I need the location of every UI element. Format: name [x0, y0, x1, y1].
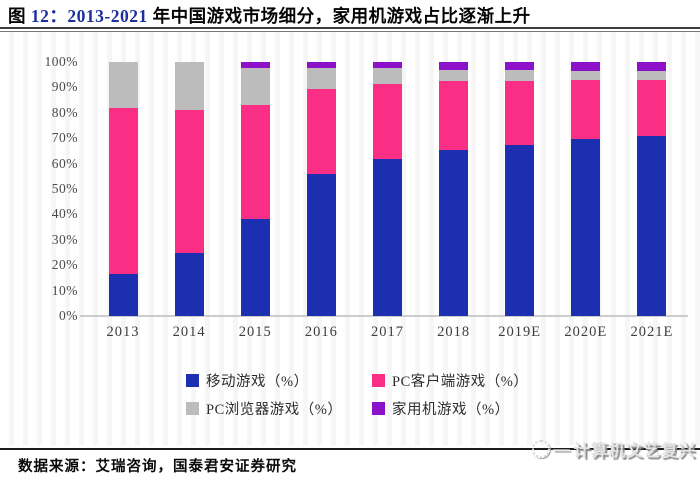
footer-divider-line: [0, 448, 700, 450]
bar-segment: [637, 70, 667, 80]
bar-column-2021E: [637, 62, 667, 316]
figure-title-number-range: 12：2013-2021: [30, 6, 153, 26]
bar-segment: [108, 107, 138, 275]
x-tick-label: 2015: [238, 324, 272, 340]
y-tick-label: 30%: [51, 231, 78, 247]
bar-segment: [306, 62, 336, 69]
bar-column-2015: [240, 62, 270, 316]
x-tick-label: 2018: [437, 324, 471, 340]
legend-swatch-icon: [372, 374, 385, 387]
legend-label: 移动游戏（%）: [206, 374, 309, 390]
bar-segment: [372, 68, 402, 84]
bar-segment: [372, 83, 402, 159]
chart-legend: 移动游戏（%） PC客户端游戏（%） PC浏览器游戏（%） 家用机游戏（%）: [186, 370, 528, 419]
bar-segment: [439, 81, 469, 150]
bar-segment: [571, 70, 601, 80]
bar-segment: [505, 62, 535, 70]
bar-segment: [571, 139, 601, 316]
y-tick-label: 0%: [59, 308, 78, 323]
bar-segment: [439, 149, 469, 316]
y-tick-label: 20%: [51, 257, 78, 273]
bar-segment: [240, 219, 270, 316]
y-tick-label: 10%: [51, 282, 78, 298]
bar-segment: [505, 69, 535, 82]
bar-segment: [439, 69, 469, 82]
x-tick-label: 2020E: [564, 324, 608, 340]
bar-segment: [637, 79, 667, 136]
bar-segment: [174, 62, 204, 111]
bar-column-2020E: [571, 62, 601, 316]
y-tick-label: 40%: [51, 206, 78, 222]
bar-column-2019E: [505, 62, 535, 316]
bar-segment: [637, 62, 667, 71]
y-tick-label: 60%: [51, 155, 78, 171]
bar-segment: [240, 105, 270, 220]
watermark-logo-icon: [532, 440, 550, 458]
bar-segment: [306, 68, 336, 89]
bar-segment: [637, 135, 667, 316]
y-tick-label: 90%: [51, 79, 78, 95]
x-tick-label: 2013: [106, 324, 140, 340]
bar-column-2016: [306, 62, 336, 316]
x-tick-label: 2014: [172, 324, 206, 340]
bar-segment: [306, 173, 336, 316]
bar-segment: [174, 110, 204, 253]
figure-title-text: 年中国游戏市场细分，家用机游戏占比逐渐上升: [152, 6, 531, 26]
bar-segment: [505, 81, 535, 145]
legend-swatch-icon: [186, 402, 199, 415]
bar-segment: [108, 274, 138, 316]
bar-segment: [306, 88, 336, 174]
bar-segment: [571, 79, 601, 140]
figure-title-label: 图: [8, 6, 31, 26]
legend-label: PC客户端游戏（%）: [392, 374, 529, 390]
bar-segment: [108, 62, 138, 108]
bar-segment: [505, 144, 535, 316]
watermark-text: 计算机文艺复兴: [573, 441, 696, 460]
bar-column-2014: [174, 62, 204, 316]
legend-swatch-icon: [372, 402, 385, 415]
legend-item: PC浏览器游戏（%）: [186, 398, 372, 419]
bar-segment: [372, 158, 402, 316]
bar-column-2018: [439, 62, 469, 316]
figure-header: 图 12：2013-2021 年中国游戏市场细分，家用机游戏占比逐渐上升: [0, 0, 700, 27]
bar-segment: [439, 62, 469, 70]
bar-segment: [174, 252, 204, 316]
watermark: — 计算机文艺复兴: [532, 437, 696, 461]
bar-segment: [372, 62, 402, 69]
bar-segment: [240, 62, 270, 69]
x-axis-labels: 2013 2014 2015 2016 2017 2018 2019E 2020E 2021E: [90, 324, 685, 341]
y-tick-label: 50%: [51, 181, 78, 196]
x-axis-line: [80, 315, 688, 317]
legend-item: PC客户端游戏（%）: [372, 370, 528, 391]
y-axis-labels: 100% 90% 80% 70% 60% 50% 40% 30% 20% 10% 0%: [0, 0, 78, 340]
watermark-dash: —: [553, 439, 571, 458]
bar-column-2017: [372, 62, 402, 316]
bar-segment: [571, 62, 601, 71]
source-note: 数据来源：艾瑞咨询，国泰君安证券研究: [18, 459, 297, 475]
legend-item: 移动游戏（%）: [186, 370, 372, 391]
y-tick-label: 100%: [44, 54, 78, 69]
x-tick-label: 2016: [304, 324, 338, 340]
bar-segment: [240, 68, 270, 106]
y-tick-label: 70%: [51, 130, 78, 146]
x-tick-label: 2021E: [630, 324, 674, 340]
y-tick-label: 80%: [51, 104, 78, 120]
x-tick-label: 2019E: [498, 324, 542, 340]
legend-item: 家用机游戏（%）: [372, 398, 528, 419]
legend-label: PC浏览器游戏（%）: [206, 402, 343, 418]
x-tick-label: 2017: [370, 324, 404, 340]
bar-column-2013: [108, 62, 138, 316]
title-divider-line: [0, 27, 700, 32]
legend-swatch-icon: [186, 374, 199, 387]
figure-title: 图 12：2013-2021 年中国游戏市场细分，家用机游戏占比逐渐上升: [8, 3, 698, 28]
stacked-bars: [90, 62, 685, 316]
legend-label: 家用机游戏（%）: [392, 402, 510, 418]
